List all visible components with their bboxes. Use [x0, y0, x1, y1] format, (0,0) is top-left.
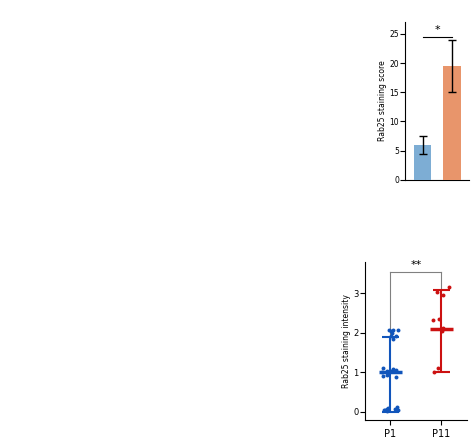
Point [389, 335, 396, 342]
Point [381, 406, 388, 413]
Point [383, 405, 391, 412]
Point [387, 328, 394, 335]
Text: **: ** [410, 260, 421, 270]
Point [383, 372, 391, 379]
Point [380, 365, 387, 372]
Point [392, 367, 400, 374]
Point [392, 373, 400, 381]
Point [388, 368, 395, 375]
Point [378, 369, 386, 376]
Y-axis label: Rab25 staining intensity: Rab25 staining intensity [342, 294, 351, 388]
Y-axis label: Rab25 staining score: Rab25 staining score [378, 61, 387, 141]
Point [379, 373, 387, 380]
Point [381, 407, 389, 414]
Point [394, 326, 402, 333]
Point [439, 324, 447, 331]
Point [389, 366, 397, 373]
Point [387, 333, 395, 340]
Point [445, 284, 453, 291]
Point [383, 408, 391, 415]
Bar [443, 66, 461, 180]
Point [385, 326, 393, 333]
Point [430, 368, 438, 375]
Text: *: * [435, 25, 440, 35]
Legend: sham, 2 Gy x 2: sham, 2 Gy x 2 [291, 0, 365, 3]
Point [393, 404, 401, 411]
Point [394, 406, 401, 413]
Point [384, 405, 392, 412]
Point [439, 291, 447, 298]
Point [438, 327, 446, 334]
Point [429, 316, 437, 323]
Point [433, 288, 441, 295]
Point [383, 367, 391, 374]
Point [434, 365, 442, 372]
Bar [414, 145, 431, 180]
Point [392, 405, 399, 412]
Point [389, 329, 396, 337]
Point [392, 333, 400, 340]
Point [435, 316, 443, 323]
Point [390, 326, 397, 333]
